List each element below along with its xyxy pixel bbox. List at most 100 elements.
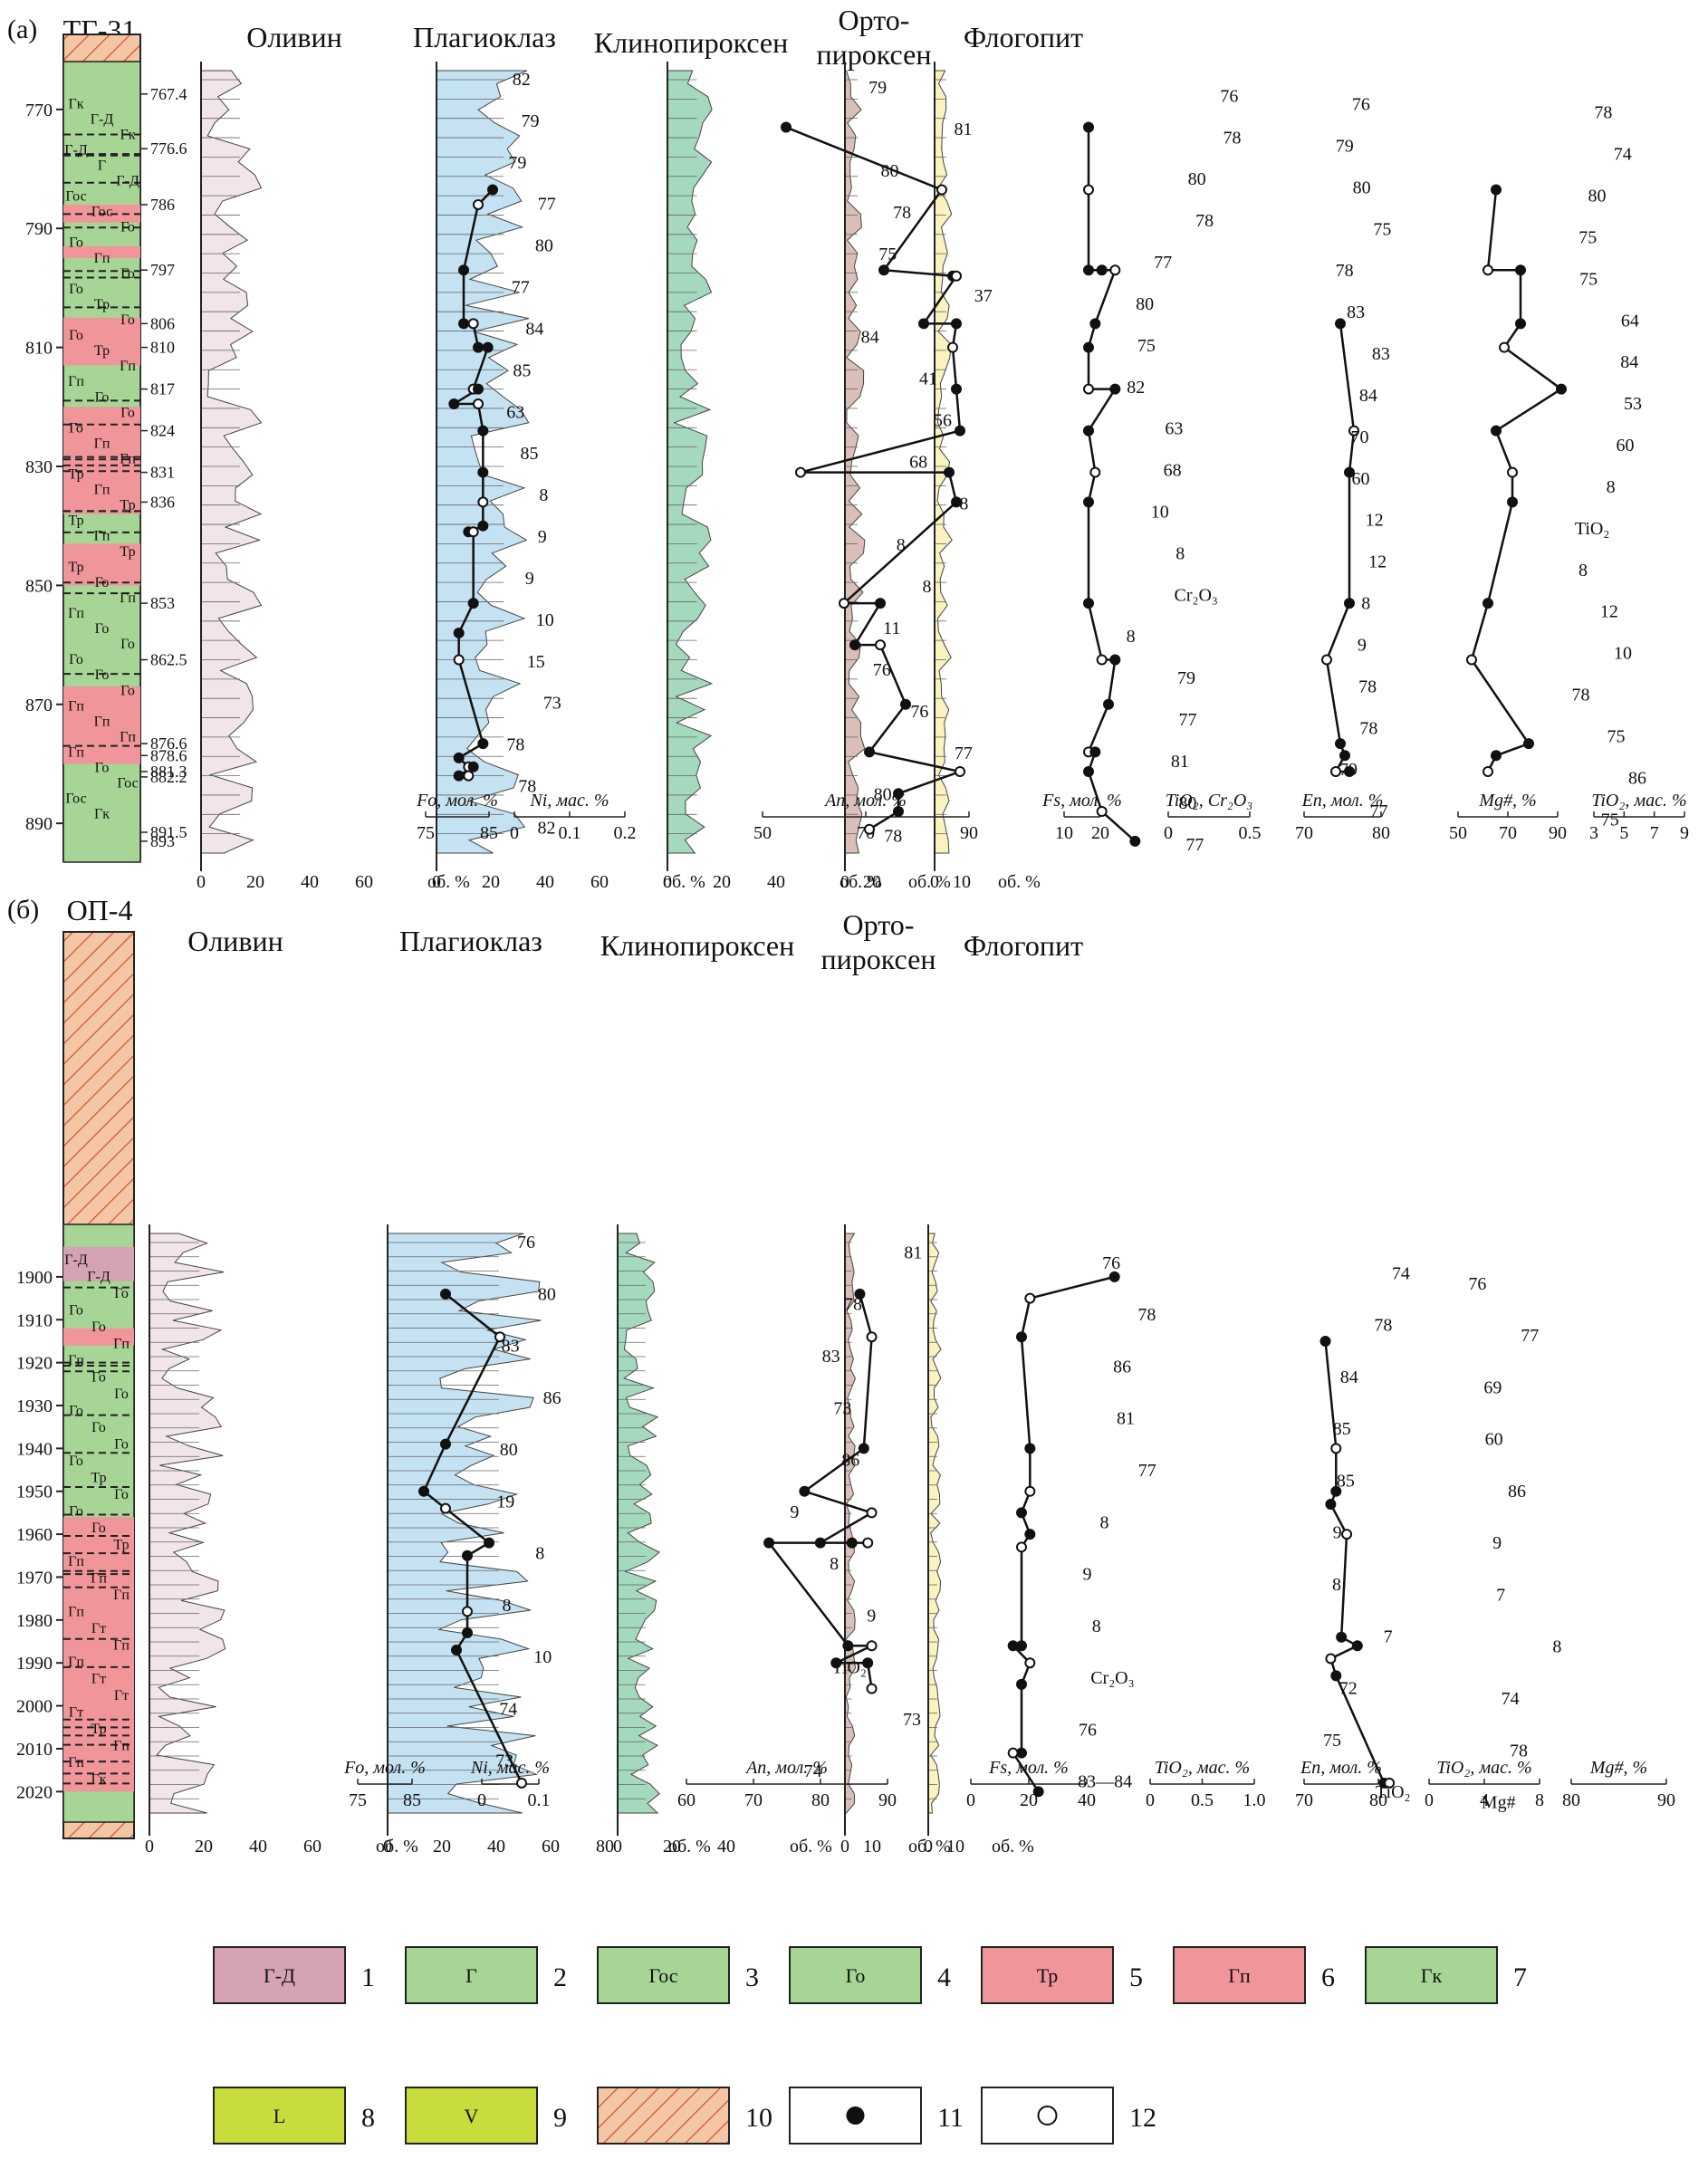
col-title-opx1: Орто- <box>839 4 910 36</box>
legend-number: 12 <box>1129 2103 1156 2133</box>
phl-vol-unit: об. % <box>998 872 1041 892</box>
depth-tick-label: 850 <box>25 576 53 596</box>
legend-number: 2 <box>553 1962 567 1992</box>
litho-label: Гп <box>113 1588 130 1603</box>
data-point <box>862 1657 874 1669</box>
data-point <box>1483 598 1493 609</box>
point-label: 74 <box>804 1761 822 1781</box>
point-label: 75 <box>1579 269 1598 289</box>
mineral-axis-tick-label: 80 <box>1369 1790 1387 1810</box>
data-point <box>1129 835 1141 847</box>
point-label: 78 <box>1137 1305 1156 1325</box>
litho-label: Тр <box>94 343 110 359</box>
data-point <box>1339 750 1350 762</box>
data-point <box>1109 383 1121 395</box>
litho-label: Тр <box>68 560 83 575</box>
litho-label: Гп <box>120 451 136 466</box>
data-point <box>1089 318 1101 330</box>
data-point <box>1335 318 1346 330</box>
mineral-axis-tick-label: 9 <box>1680 823 1689 843</box>
data-point <box>462 1550 473 1561</box>
legend: Г-Д 1 Г 2 Гос 3 Го 4 Тр 5 Гп 6 Гк 7 L 8 V 9 10 11 12 <box>213 1946 1527 2145</box>
data-point <box>1007 1747 1019 1759</box>
cpx-vol-tick: 20 <box>663 1837 681 1857</box>
data-point <box>473 383 484 395</box>
data-point <box>862 1537 874 1549</box>
pl-vol-tick: 80 <box>596 1837 614 1857</box>
data-point <box>1083 341 1094 353</box>
opx-vol-tick: 0 <box>840 1837 849 1857</box>
data-point <box>482 341 494 353</box>
mineral-axis-label: TiO₂, мас. % <box>1436 1758 1531 1778</box>
data-point <box>781 121 792 133</box>
point-label: 9 <box>867 1606 876 1626</box>
data-point <box>1507 466 1518 478</box>
point-label: 74 <box>1502 1689 1520 1709</box>
data-point <box>1483 264 1493 276</box>
data-point <box>918 318 929 330</box>
mineral-axis-tick-label: 85 <box>403 1790 421 1810</box>
point-label: 7 <box>1384 1626 1393 1646</box>
litho-label: Гк <box>94 807 110 822</box>
point-label: 84 <box>1340 1367 1358 1387</box>
litho-label: Тр <box>68 467 83 483</box>
pl-vol-unit: об. % <box>668 1837 711 1857</box>
mineral-axis-label: TiO₂, мас. % <box>1591 791 1686 811</box>
litho-label: Го <box>91 1521 106 1536</box>
point-label: 76 <box>517 1233 535 1252</box>
col-title-cpx: Клинопироксен <box>594 26 788 59</box>
cpx-vol-tick: 0 <box>613 1837 622 1857</box>
data-point <box>1108 1271 1120 1282</box>
data-point <box>1032 1786 1044 1798</box>
litho-label: Го <box>91 1319 106 1335</box>
cpx-vol-tick: 40 <box>717 1837 735 1857</box>
data-point <box>516 1777 527 1789</box>
point-label: 79 <box>508 153 526 173</box>
opx-profile <box>844 70 866 854</box>
data-point <box>473 198 484 210</box>
point-label: 69 <box>1483 1377 1502 1397</box>
litho-label: Гп <box>113 1739 130 1754</box>
point-label: 86 <box>1113 1357 1131 1377</box>
depth-tick-label: 1990 <box>16 1654 53 1674</box>
litho-label: Гт <box>114 1688 129 1703</box>
point-label: 8 <box>535 1544 544 1564</box>
data-point <box>484 1537 494 1549</box>
data-point <box>858 1443 869 1454</box>
depth-label: 881.3 <box>150 763 187 781</box>
mineral-axis-tick-label: 40 <box>1078 1790 1096 1810</box>
panel-1: (б) ОП-4 Г-ДГ-Д Го Го Го Гп Гп Го Го Го Го Го Го Тр Го Г… <box>7 894 1675 1857</box>
point-label: 73 <box>495 1751 513 1771</box>
point-label: 78 <box>844 1295 862 1315</box>
point-label: 78 <box>1336 261 1354 281</box>
data-point <box>866 1640 878 1652</box>
legend-swatch <box>405 1946 538 2004</box>
data-point <box>1016 1678 1027 1690</box>
point-label: 7 <box>1496 1585 1505 1605</box>
litho-label: Го <box>91 1369 106 1385</box>
mineral-axis-label: Fo, мол. % <box>416 791 498 811</box>
data-point <box>1499 341 1510 353</box>
mineral-axis-tick-label: 90 <box>1657 1790 1675 1810</box>
litho-label: Тр <box>91 1722 106 1737</box>
mineral-axis-label: En, мол. % <box>1301 791 1384 811</box>
data-point <box>854 1288 866 1300</box>
point-label: 8 <box>1175 543 1185 563</box>
data-point <box>1330 766 1341 778</box>
litho-label: Гк <box>91 1772 106 1788</box>
pl-vol-tick: 20 <box>433 1837 451 1857</box>
data-point <box>477 738 489 750</box>
mineral-axis-tick-label: 70 <box>1499 823 1517 843</box>
litho-label: Гп <box>68 374 84 389</box>
data-point <box>900 698 911 710</box>
depth-tick-label: 2020 <box>16 1782 53 1802</box>
point-label: 75 <box>1137 336 1156 356</box>
col-title-phl: Флогопит <box>964 929 1083 962</box>
point-label: 85 <box>520 444 538 464</box>
data-point <box>458 264 469 276</box>
legend-text: Г-Д <box>264 1964 295 1987</box>
mineral-axis-tick-label: 7 <box>1650 823 1659 843</box>
data-point <box>473 398 484 410</box>
point-label: 60 <box>1485 1430 1503 1450</box>
depth-tick-label: 1920 <box>16 1354 53 1374</box>
